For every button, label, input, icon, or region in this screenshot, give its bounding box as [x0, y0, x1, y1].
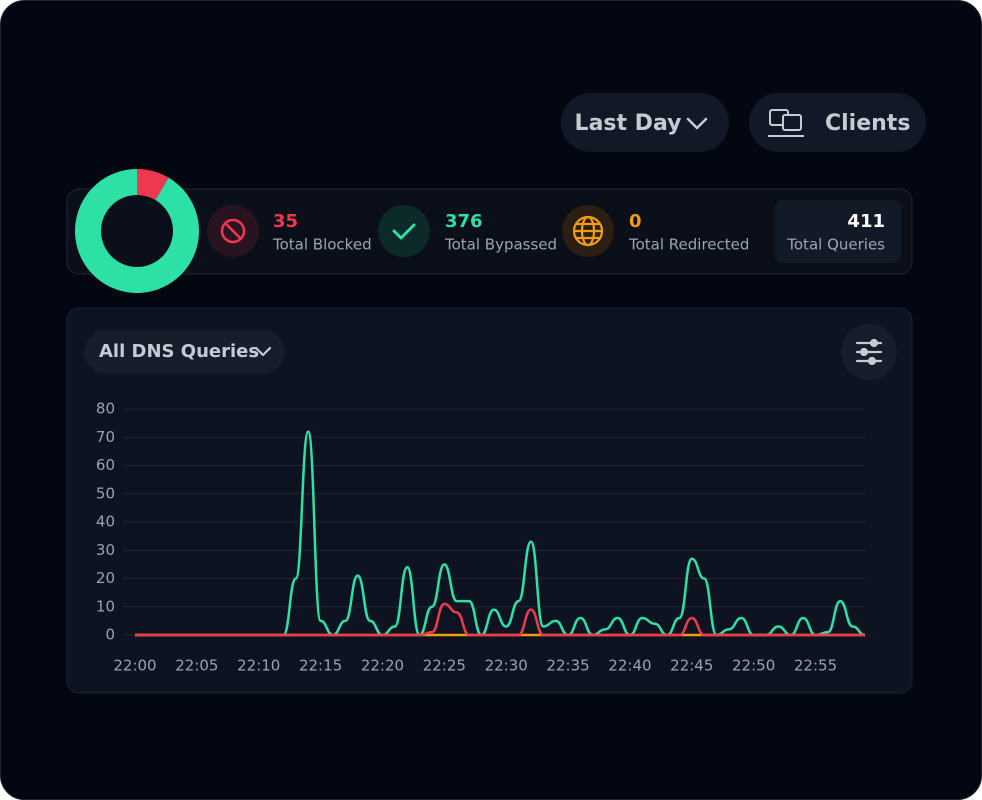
x-tick-label: 22:20: [361, 657, 404, 675]
filter-label: All DNS Queries: [99, 341, 259, 362]
redirected-value: 0: [629, 211, 642, 232]
y-tick-label: 80: [96, 400, 115, 418]
y-tick-label: 0: [105, 626, 115, 644]
bypassed-icon-bg: [378, 205, 430, 257]
x-tick-label: 22:05: [175, 657, 218, 675]
blocked-icon: [220, 218, 246, 244]
range-label: Last Day: [575, 111, 682, 136]
redirected-label: Total Redirected: [628, 236, 749, 254]
total-box: [775, 200, 901, 263]
y-tick-label: 30: [96, 541, 115, 559]
redirected-icon: [572, 215, 604, 247]
x-tick-label: 22:40: [608, 657, 651, 675]
bypassed-value: 376: [445, 211, 483, 232]
series-line: [135, 602, 865, 637]
y-tick-label: 50: [96, 484, 115, 502]
blocked-label: Total Blocked: [272, 236, 372, 254]
x-tick-label: 22:45: [670, 657, 713, 675]
clients-button[interactable]: [749, 93, 926, 152]
filter-dropdown[interactable]: [84, 330, 285, 374]
bypassed-label: Total Bypassed: [444, 236, 557, 254]
donut-segment: [75, 169, 200, 294]
blocked-value: 35: [273, 211, 298, 232]
x-tick-label: 22:15: [299, 657, 342, 675]
range-button[interactable]: [561, 93, 729, 152]
x-tick-label: 22:00: [113, 657, 156, 675]
x-tick-label: 22:50: [732, 657, 775, 675]
x-tick-label: 22:10: [237, 657, 280, 675]
chevron-icon: [686, 117, 708, 130]
y-tick-label: 10: [96, 597, 115, 615]
y-tick-label: 60: [96, 456, 115, 474]
bypassed-icon: [392, 223, 416, 240]
donut-segment: [137, 169, 169, 201]
total-value: 411: [847, 211, 885, 232]
plot: 0 10 20 30 40 50 60 70 80 22:00 22:05 22:10 22:15 22:…: [96, 400, 866, 675]
x-tick-label: 22:55: [794, 657, 837, 675]
clients-label: Clients: [825, 111, 910, 136]
y-tick-label: 40: [96, 513, 115, 531]
x-tick-label: 22:25: [423, 657, 466, 675]
x-tick-label: 22:35: [546, 657, 589, 675]
y-tick-label: 20: [96, 569, 115, 587]
x-tick-label: 22:30: [485, 657, 528, 675]
chart-panel: [66, 307, 913, 694]
total-label: Total Queries: [786, 236, 885, 254]
settings-icon: [855, 338, 883, 366]
donut-chart: [75, 169, 200, 294]
summary-panel: [66, 188, 913, 275]
y-tick-label: 70: [96, 428, 115, 446]
chevron-icon: [254, 346, 272, 357]
clients-icon: [768, 109, 804, 137]
